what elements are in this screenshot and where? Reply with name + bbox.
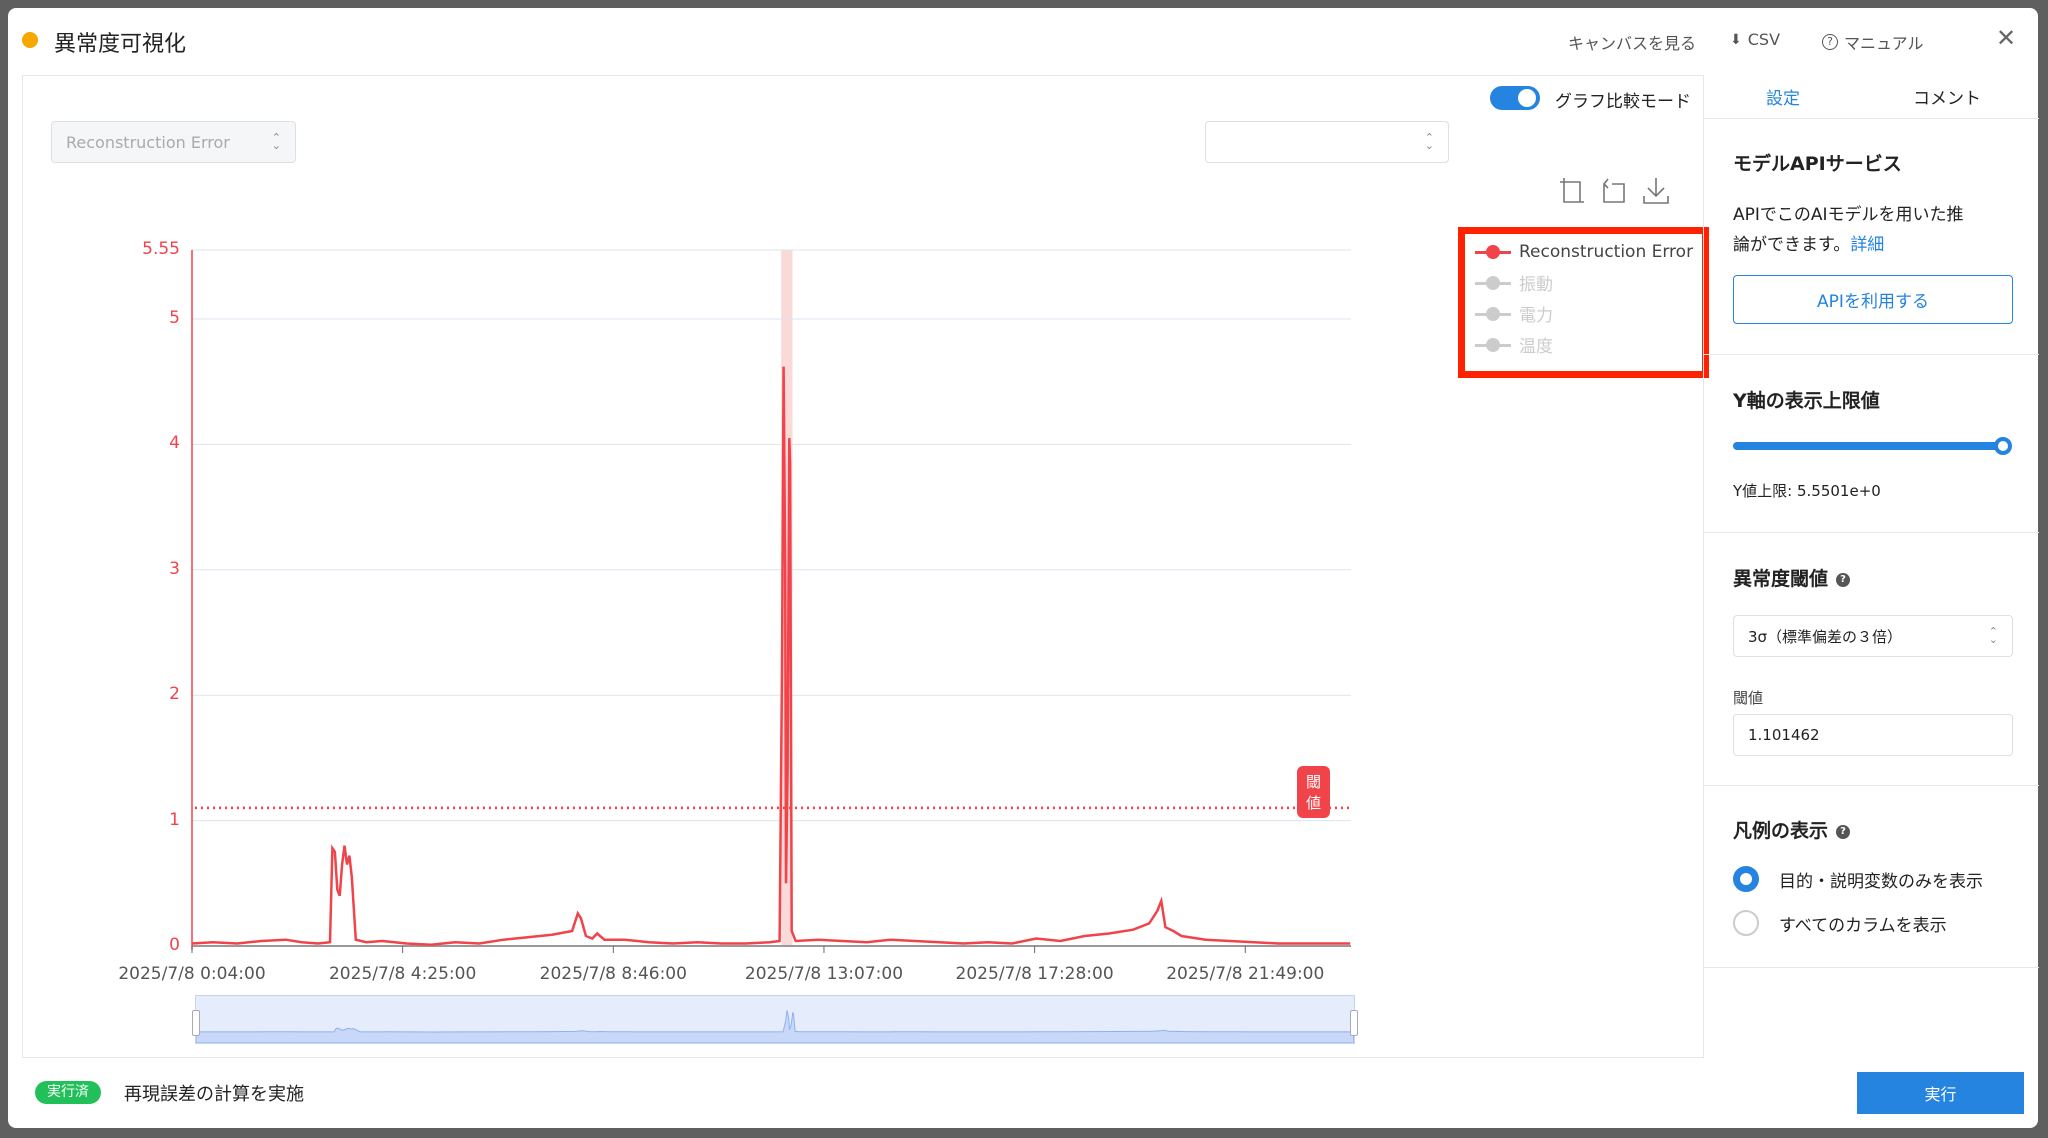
data-zoom-slider[interactable] <box>192 995 1358 1044</box>
legend-marker-icon <box>1475 244 1511 260</box>
status-dot <box>22 32 38 48</box>
y-axis-max-title: Y軸の表示上限値 <box>1733 390 1880 412</box>
zoom-reset-icon[interactable] <box>1600 176 1628 206</box>
save-image-icon[interactable] <box>1642 176 1670 206</box>
y-tick-label: 3 <box>169 558 180 579</box>
threshold-value-input[interactable]: 1.101462 <box>1733 714 2013 756</box>
slider-handle[interactable] <box>1994 437 2012 455</box>
zoom-handle-right[interactable] <box>1350 1010 1358 1036</box>
anomaly-threshold-title: 異常度閾値? <box>1733 564 1851 591</box>
y-tick-label: 5.55 <box>142 239 180 259</box>
api-description: APIでこのAIモデルを用いた推 論ができます。詳細 <box>1733 200 2023 260</box>
api-detail-link[interactable]: 詳細 <box>1850 235 1885 255</box>
csv-download-button[interactable]: ⬇ CSV <box>1730 30 1780 49</box>
legend-marker-icon <box>1475 337 1511 353</box>
download-icon: ⬇ <box>1730 31 1742 48</box>
chart-panel: Reconstruction Error ⌃ ⌄ ⌃ ⌄ グラフ比較モード Reco… <box>22 75 1709 1058</box>
divider <box>1704 967 2039 968</box>
y-tick-label: 0 <box>169 935 180 955</box>
help-circle-icon: ? <box>1822 34 1838 50</box>
series-select-value: Reconstruction Error <box>66 132 230 152</box>
x-tick-label: 2025/7/8 4:25:00 <box>328 964 477 984</box>
settings-panel: 設定 コメント モデルAPIサービス APIでこのAIモデルを用いた推 論ができ… <box>1703 75 2039 1058</box>
legend-item[interactable]: Reconstruction Error <box>1475 236 1693 267</box>
help-icon[interactable]: ? <box>1836 824 1851 839</box>
help-icon[interactable]: ? <box>1836 572 1851 587</box>
compare-select[interactable]: ⌃ ⌄ <box>1205 121 1449 163</box>
reconstruction-error-chart <box>191 249 1351 953</box>
y-tick-label: 2 <box>169 684 180 705</box>
tab-settings[interactable]: 設定 <box>1766 89 1800 109</box>
x-tick-label: 2025/7/8 8:46:00 <box>539 964 687 984</box>
series-line-reconstruction-error <box>191 366 1351 946</box>
y-tick-label: 4 <box>169 433 180 454</box>
api-desc-line2: 論ができます。 <box>1733 235 1851 255</box>
chart-legend: Reconstruction Error 振動電力温度 <box>1475 236 1693 360</box>
manual-link[interactable]: ? マニュアル <box>1822 30 1924 54</box>
api-desc-line1: APIでこのAIモデルを用いた推 <box>1733 205 1964 225</box>
zoom-preview-area <box>196 1010 1354 1043</box>
threshold-label: 閾値 <box>1297 765 1331 818</box>
divider <box>1704 532 2039 533</box>
divider <box>1704 118 2039 119</box>
legend-item[interactable]: 温度 <box>1475 329 1693 360</box>
manual-label: マニュアル <box>1844 34 1924 53</box>
chevron-updown-icon: ⌃ ⌄ <box>271 131 281 152</box>
y-tick-label: 1 <box>169 809 180 830</box>
legend-highlight-box <box>1458 227 1709 378</box>
series-select[interactable]: Reconstruction Error ⌃ ⌄ <box>51 121 296 163</box>
radio-option-target-only[interactable]: 目的・説明変数のみを表示 <box>1733 866 1983 892</box>
csv-label: CSV <box>1747 30 1781 49</box>
x-tick-label: 2025/7/8 21:49:00 <box>1166 964 1325 984</box>
legend-label: 振動 <box>1519 275 1553 295</box>
radio-label: すべてのカラムを表示 <box>1779 915 1947 936</box>
divider <box>1704 785 2039 786</box>
chevron-updown-icon: ⌃ ⌄ <box>1988 625 1998 646</box>
legend-label: 温度 <box>1519 337 1553 357</box>
view-canvas-link[interactable]: キャンバスを見る <box>1568 30 1696 54</box>
radio-label: 目的・説明変数のみを表示 <box>1779 871 1983 892</box>
legend-label: Reconstruction Error <box>1519 241 1694 262</box>
anomaly-range <box>781 250 793 946</box>
x-tick-label: 2025/7/8 0:04:00 <box>118 964 266 984</box>
threshold-title-text: 異常度閾値 <box>1733 568 1829 590</box>
use-api-button[interactable]: APIを利用する <box>1733 275 2013 324</box>
compare-mode-toggle[interactable] <box>1490 86 1540 110</box>
threshold-value-text: 1.101462 <box>1748 726 1820 744</box>
radio-option-all-columns[interactable]: すべてのカラムを表示 <box>1733 910 1947 936</box>
run-button[interactable]: 実行 <box>1857 1072 2024 1114</box>
y-max-value-text: Y値上限: 5.5501e+0 <box>1733 482 1881 500</box>
close-icon[interactable]: ✕ <box>1996 24 2017 52</box>
legend-item[interactable]: 振動 <box>1475 267 1693 298</box>
zoom-handle-left[interactable] <box>192 1010 200 1036</box>
y-axis-max-slider[interactable] <box>1733 442 2005 450</box>
legend-marker-icon <box>1475 306 1511 322</box>
threshold-method-value: 3σ（標準偏差の３倍） <box>1748 627 1903 646</box>
threshold-method-select[interactable]: 3σ（標準偏差の３倍） ⌃ ⌄ <box>1733 615 2013 657</box>
y-tick-label: 5 <box>169 307 180 328</box>
divider <box>1704 354 2039 355</box>
legend-item[interactable]: 電力 <box>1475 298 1693 329</box>
legend-display-title: 凡例の表示? <box>1733 816 1851 843</box>
threshold-value-label: 閾値 <box>1733 689 1764 707</box>
x-tick-label: 2025/7/8 17:28:00 <box>955 964 1114 984</box>
zoom-select-icon[interactable] <box>1558 176 1586 206</box>
legend-display-title-text: 凡例の表示 <box>1733 820 1829 842</box>
tab-comments[interactable]: コメント <box>1913 89 1981 109</box>
data-zoom-preview <box>196 1010 1354 1043</box>
compare-mode-label: グラフ比較モード <box>1555 92 1691 112</box>
radio-button-selected[interactable] <box>1733 866 1759 892</box>
legend-label: 電力 <box>1519 306 1553 326</box>
dialog-title: 異常度可視化 <box>54 32 187 57</box>
api-section-title: モデルAPIサービス <box>1733 153 1902 175</box>
chevron-updown-icon: ⌃ ⌄ <box>1424 131 1434 152</box>
legend-marker-icon <box>1475 275 1511 291</box>
footer-status-text: 再現誤差の計算を実施 <box>124 1084 304 1105</box>
radio-button[interactable] <box>1733 910 1759 936</box>
view-canvas-label: キャンバスを見る <box>1568 34 1697 53</box>
x-tick-label: 2025/7/8 13:07:00 <box>744 964 904 984</box>
executed-badge: 実行済 <box>35 1081 101 1104</box>
